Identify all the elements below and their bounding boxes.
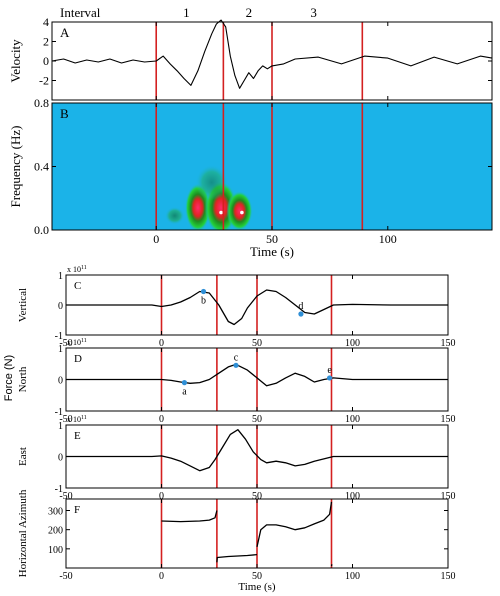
spectrogram-blobs	[165, 164, 253, 230]
x-tick-label: -50	[59, 414, 72, 425]
y-tick-label: 0	[58, 376, 63, 387]
x-axis-label: Time (s)	[250, 244, 294, 259]
x-tick-label: 50	[252, 571, 262, 582]
spectrogram-blob	[195, 164, 228, 201]
y-axis-label: Velocity	[8, 39, 23, 83]
x-tick-label: 150	[441, 338, 456, 349]
y-tick-label: 2	[43, 35, 49, 49]
marker-label-b: b	[201, 296, 206, 307]
series-line	[66, 289, 448, 326]
marker-e	[326, 375, 333, 381]
y-tick-label: 1	[58, 421, 63, 432]
x-tick-label: 100	[379, 232, 397, 246]
marker-label-a: a	[182, 387, 187, 398]
panel-label: F	[74, 504, 80, 516]
panel-label: A	[60, 25, 70, 40]
y-axis-label: East	[17, 447, 29, 466]
series-line	[66, 429, 448, 472]
x-axis-label: Time (s)	[238, 581, 276, 593]
series-line	[256, 501, 333, 548]
x-tick-label: 0	[153, 232, 159, 246]
y-tick-label: 100	[48, 545, 63, 556]
x-tick-label: 100	[345, 571, 360, 582]
panel-label: D	[74, 353, 82, 365]
x-tick-label: 50	[252, 491, 262, 502]
exponent-label: x 1011	[67, 265, 87, 274]
marker-label-e: e	[327, 365, 332, 376]
panel-c-vertical-force: -1 0 1 -50 0 50 100 150 C Vertical x 1011 b d	[17, 265, 456, 349]
interval-label: 2	[246, 5, 253, 20]
y-tick-label: 0	[58, 301, 63, 312]
x-tick-label: 50	[252, 338, 262, 349]
interval-label: 1	[183, 5, 190, 20]
marker-label-d: d	[298, 301, 303, 312]
series-line	[216, 553, 258, 563]
y-tick-label: -1	[55, 331, 63, 342]
panel-a-velocity: -2024050100AVelocityInterval123	[8, 5, 493, 116]
spectrogram-blob	[165, 206, 185, 225]
marker-d	[298, 311, 304, 317]
exponent-power: 11	[81, 415, 87, 421]
y-tick-label: 300	[48, 507, 63, 518]
x-tick-label: 50	[252, 414, 262, 425]
marker-a	[181, 380, 188, 386]
exponent-label: x 1011	[67, 415, 87, 424]
y-tick-label: 0.0	[34, 223, 49, 237]
y-tick-label: 0	[43, 54, 49, 68]
x-tick-label: 50	[266, 232, 278, 246]
spectrogram-peak	[240, 210, 244, 215]
spectrogram-peak	[219, 210, 223, 215]
x-tick-label: 100	[345, 338, 360, 349]
x-tick-label: 100	[345, 491, 360, 502]
panel-label: C	[74, 280, 81, 292]
panel-label: B	[60, 106, 69, 121]
x-tick-label: 0	[159, 491, 164, 502]
x-tick-label: 150	[441, 491, 456, 502]
y-tick-label: 0.4	[34, 160, 49, 174]
interval-header: Interval	[60, 5, 101, 20]
marker-b	[200, 288, 207, 295]
y-tick-label: 0	[58, 453, 63, 464]
x-tick-label: 0	[159, 414, 164, 425]
x-tick-label: -50	[59, 491, 72, 502]
force-axis-label: Force (N)	[3, 355, 15, 401]
panel-label: E	[74, 430, 81, 442]
y-tick-label: -1	[55, 484, 63, 495]
y-tick-label: 0.8	[34, 96, 49, 110]
y-tick-label: 4	[43, 15, 49, 29]
spectrogram-blob	[226, 190, 253, 230]
exponent-power: 11	[81, 338, 87, 344]
interval-label: 3	[310, 5, 317, 20]
panel-b-spectrogram: 0.0 0.4 0.8 0 50 100 B Frequency (Hz) Time (s)	[8, 96, 493, 259]
y-tick-label: 1	[58, 344, 63, 355]
exponent-power: 11	[81, 265, 87, 271]
y-tick-label: 1	[58, 271, 63, 282]
y-tick-label: -2	[39, 74, 49, 88]
x-tick-label: 0	[159, 571, 164, 582]
y-tick-label: 200	[48, 526, 63, 537]
x-tick-label: -50	[59, 571, 72, 582]
series-line	[51, 19, 493, 89]
x-tick-label: 150	[441, 571, 456, 582]
x-tick-label: -50	[59, 338, 72, 349]
marker-label-c: c	[234, 352, 239, 363]
y-tick-label: -1	[55, 407, 63, 418]
series-line	[161, 510, 218, 523]
y-axis-label: Horizontal Azimuth	[17, 489, 29, 577]
y-axis-label: North	[17, 366, 29, 392]
exponent-label: x 1011	[67, 338, 87, 347]
panel-f-horizontal-azimuth: 100 200 300 -50 0 50 100 150 F Horizontal Azimuth…	[17, 489, 456, 593]
x-tick-label: 0	[159, 338, 164, 349]
series-line	[66, 363, 448, 387]
y-axis-label: Vertical	[17, 288, 29, 322]
x-tick-label: 150	[441, 414, 456, 425]
marker-c	[233, 362, 239, 368]
x-tick-label: 100	[345, 414, 360, 425]
y-axis-label: Frequency (Hz)	[8, 126, 23, 208]
